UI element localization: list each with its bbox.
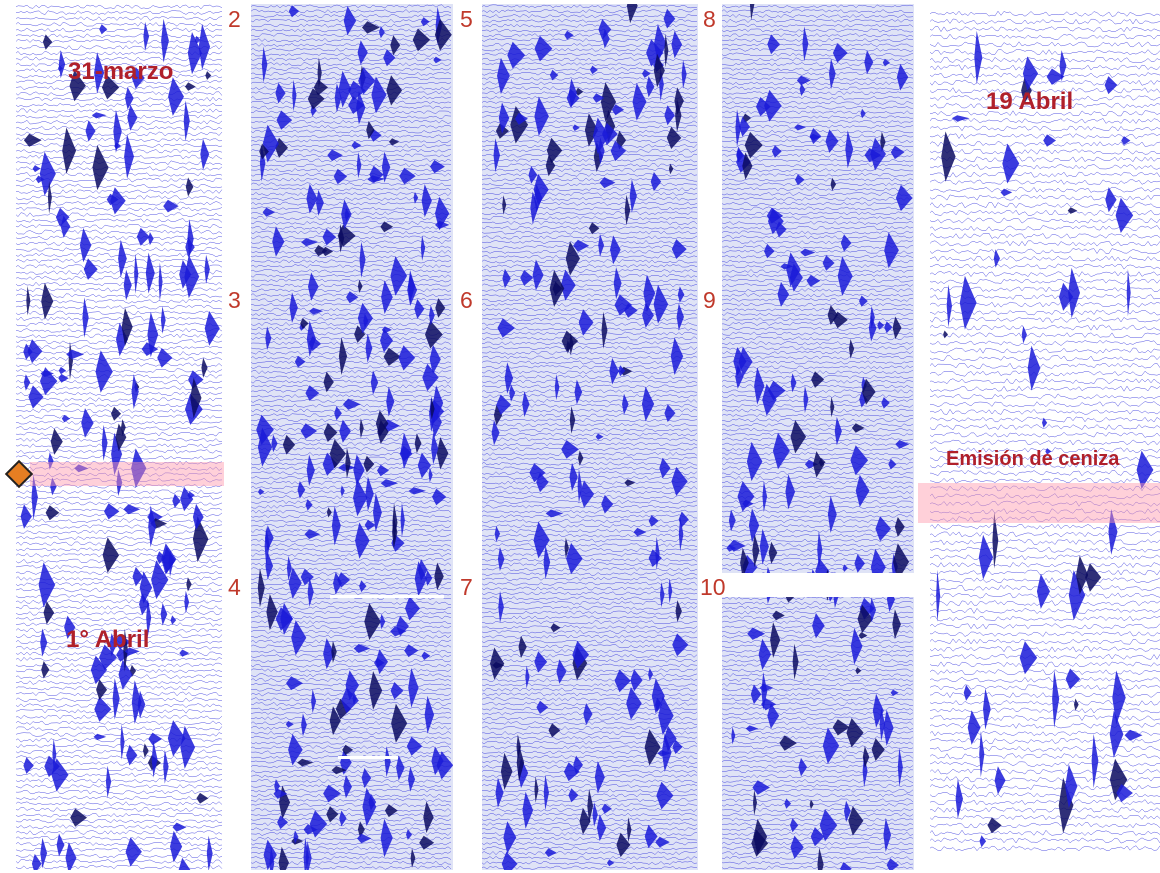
seismogram-traces-1 <box>16 4 224 870</box>
helicorder-panel-1 <box>16 4 224 870</box>
panel-number-6: 6 <box>460 287 473 313</box>
label-31-marzo: 31-marzo <box>68 58 174 85</box>
helicorder-panel-5 <box>930 10 1160 852</box>
helicorder-panel-4 <box>722 4 914 870</box>
time-axis <box>922 856 1160 870</box>
panel-number-9: 9 <box>703 287 716 313</box>
seismogram-traces-5 <box>930 10 1160 852</box>
seismogram-traces-3 <box>482 4 698 870</box>
panel-number-3: 3 <box>228 287 241 313</box>
data-gap-2a <box>330 595 444 598</box>
seismogram-traces-4 <box>722 4 914 870</box>
panel-number-5: 5 <box>460 6 473 32</box>
data-gap-2b <box>338 756 398 759</box>
label-19-abril: 19 Abril <box>986 88 1074 115</box>
panel-number-8: 8 <box>703 6 716 32</box>
helicorder-panel-2 <box>251 4 453 870</box>
panel-number-4: 4 <box>228 574 241 600</box>
panel-number-2: 2 <box>228 6 241 32</box>
seismogram-traces-2 <box>251 4 453 870</box>
helicorder-panel-3 <box>482 4 698 870</box>
highlight-band-1 <box>30 462 224 486</box>
panel-number-10: 10 <box>700 574 726 600</box>
label-emision-ceniza: Emisión de ceniza <box>946 448 1120 470</box>
ash-emission-band <box>918 483 1160 523</box>
label-1-abril: 1° Abril <box>66 626 150 653</box>
panel-number-7: 7 <box>460 574 473 600</box>
data-gap-4 <box>722 573 914 597</box>
